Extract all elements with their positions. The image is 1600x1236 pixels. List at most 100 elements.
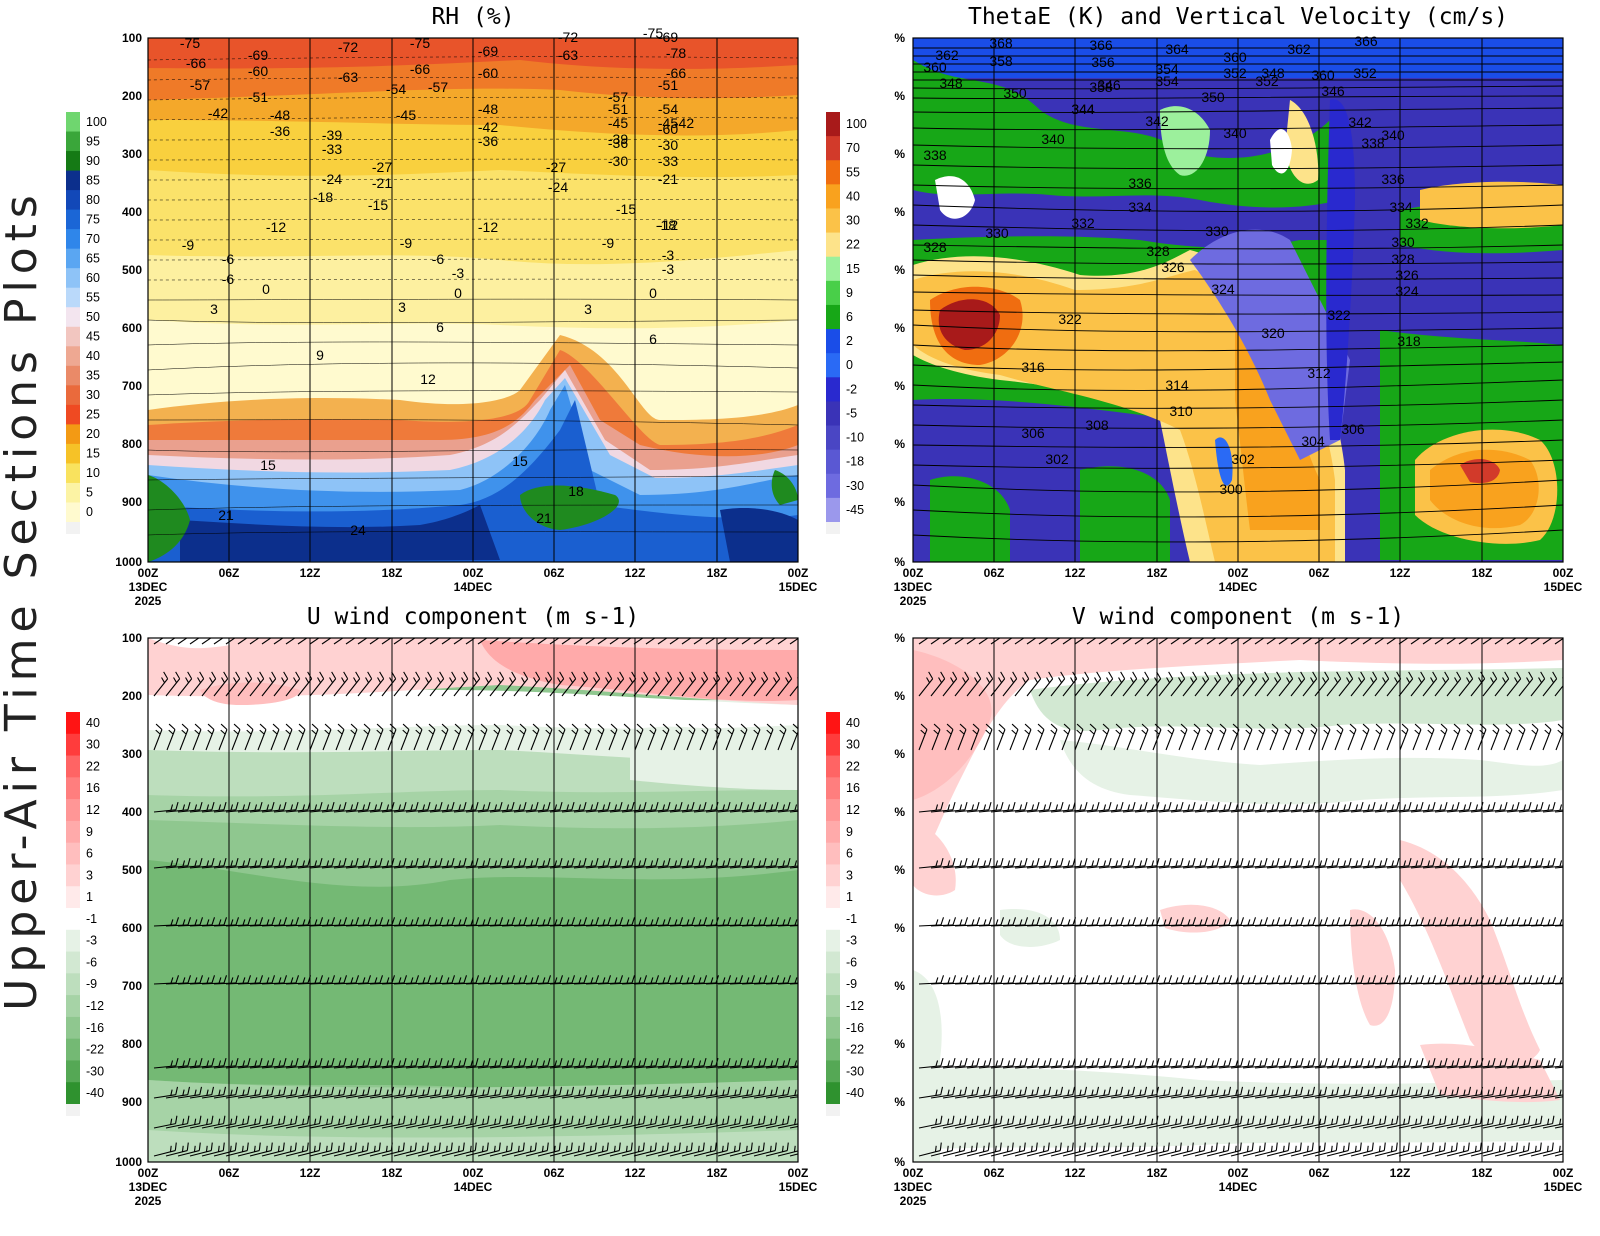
wind-barb	[357, 1094, 380, 1099]
wind-barb-flag	[1089, 729, 1095, 735]
contour-label: -51	[248, 89, 268, 105]
wind-barb-flag	[1163, 977, 1167, 984]
wind-barb-flag	[170, 977, 174, 984]
colorbar-swatch	[826, 1038, 840, 1062]
wind-barb-flag	[1559, 1089, 1562, 1096]
wind-barb-flag	[1427, 723, 1435, 730]
wind-barb	[1194, 924, 1218, 927]
wind-barb	[585, 638, 596, 645]
wind-barb-flag	[691, 671, 697, 680]
wind-barb	[1266, 638, 1277, 645]
wind-barb-flag	[266, 804, 270, 811]
wind-barb-flag	[497, 677, 502, 683]
wind-barb-flag	[350, 919, 354, 926]
wind-barb-flag	[545, 729, 551, 735]
wind-barb-flag	[1059, 1142, 1062, 1151]
wind-barb-flag	[1139, 977, 1143, 984]
wind-barb	[1530, 638, 1541, 645]
wind-barb-flag	[1048, 917, 1053, 926]
wind-barb-flag	[1103, 804, 1107, 811]
wind-barb-flag	[182, 1118, 185, 1125]
wind-barb-flag	[1155, 1142, 1158, 1151]
wind-barb	[285, 678, 301, 697]
wind-barb-flag	[523, 801, 527, 810]
wind-barb-flag	[1523, 1118, 1526, 1125]
wind-barb-flag	[326, 1060, 330, 1067]
wind-barb	[561, 1123, 584, 1129]
wind-barb-flag	[1151, 1089, 1154, 1096]
wind-barb	[1326, 1123, 1349, 1129]
wind-barb-flag	[362, 1089, 365, 1096]
wind-barb-flag	[494, 1118, 497, 1125]
wind-barb-flag	[305, 677, 310, 683]
colorbar-label: 1	[846, 890, 853, 904]
wind-barb-flag	[1276, 671, 1282, 680]
wind-barb	[1422, 1123, 1445, 1129]
wind-barb	[1086, 678, 1102, 697]
wind-barb-flag	[1391, 860, 1395, 867]
wind-barb-flag	[389, 723, 397, 730]
contour-label: -36	[478, 133, 498, 149]
wind-barb-flag	[338, 1089, 341, 1096]
wind-barb-flag	[566, 919, 570, 926]
wind-barb	[1482, 865, 1505, 869]
wind-barb-flag	[1223, 1060, 1227, 1067]
wind-barb	[954, 1123, 977, 1129]
wind-barb	[165, 678, 181, 697]
wind-barb-flag	[307, 975, 312, 984]
wind-barb-flag	[1523, 977, 1527, 984]
wind-barb-flag	[439, 801, 443, 810]
wind-barb	[1338, 924, 1362, 927]
wind-barb	[1434, 638, 1445, 645]
wind-barb-flag	[812, 1058, 814, 1066]
wind-barb-flag	[988, 671, 994, 680]
wind-barb	[1050, 638, 1061, 645]
wind-barb-flag	[207, 729, 213, 735]
wind-barb-flag	[1527, 1142, 1530, 1151]
wind-barb-flag	[1456, 1057, 1460, 1066]
contour-label: -69	[478, 43, 498, 59]
wind-barb-flag	[554, 977, 558, 984]
wind-barb	[413, 729, 423, 751]
wind-barb-flag	[218, 804, 222, 811]
wind-barb	[741, 678, 757, 697]
colorbar-swatch	[826, 886, 840, 909]
wind-barb-flag	[595, 917, 600, 926]
wind-barb-flag	[499, 1115, 502, 1124]
wind-barb-flag	[1235, 1118, 1238, 1125]
wind-barb-flag	[1406, 677, 1411, 683]
wind-barb-flag	[1360, 857, 1364, 866]
wind-barb	[957, 729, 967, 751]
wind-barb-flag	[211, 917, 216, 926]
colorbar-swatch	[66, 908, 80, 931]
wind-barb	[1254, 865, 1277, 869]
wind-barb-flag	[542, 804, 546, 811]
wind-barb-flag	[414, 1142, 417, 1151]
wind-barb-flag	[246, 729, 252, 735]
wind-barb	[609, 1150, 632, 1157]
wind-barb-flag	[1343, 1060, 1347, 1067]
wind-barb	[1302, 678, 1318, 697]
wind-barb-flag	[769, 1145, 772, 1152]
wind-barb-flag	[807, 919, 809, 925]
wind-barb-flag	[1516, 857, 1520, 866]
wind-barb	[633, 982, 657, 985]
wind-barb-flag	[295, 671, 301, 680]
wind-barb	[1026, 982, 1050, 985]
wind-barb	[1386, 1123, 1409, 1129]
wind-barb-flag	[571, 975, 576, 984]
wind-barb-flag	[631, 1057, 635, 1066]
wind-barb-flag	[1572, 1061, 1574, 1067]
wind-barb-flag	[376, 723, 384, 730]
wind-barb-flag	[1499, 919, 1503, 926]
wind-barb-flag	[1360, 1115, 1363, 1124]
wind-barb-flag	[554, 1060, 558, 1067]
x-tick: 00Z	[463, 566, 484, 580]
wind-barb-flag	[181, 723, 189, 730]
wind-barb	[978, 809, 1001, 813]
wind-barb-flag	[1120, 1057, 1124, 1066]
colorbar-swatch	[826, 842, 840, 866]
wind-barb-flag	[1343, 804, 1347, 811]
wind-barb-flag	[1403, 804, 1407, 811]
wind-barb-flag	[1174, 1145, 1177, 1152]
